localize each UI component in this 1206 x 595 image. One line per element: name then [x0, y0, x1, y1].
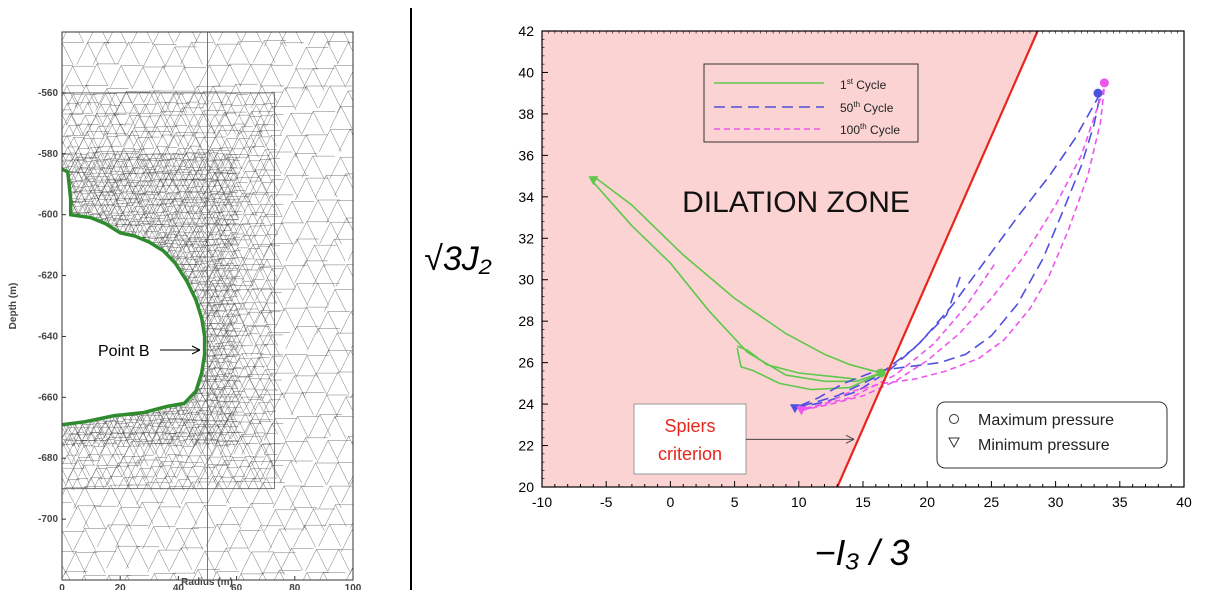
xtick-label-2: 0	[667, 494, 675, 510]
refinement-zone	[62, 92, 275, 490]
legend-entry-cycle50: 50th Cycle	[840, 100, 894, 115]
spiers-label-line1: Spiers	[664, 416, 715, 436]
mesh-xtick-label-2: 40	[173, 583, 185, 590]
xtick-label-9: 35	[1112, 494, 1128, 510]
mesh-xtick-label-1: 20	[115, 583, 127, 590]
mesh-xtick-label-5: 100	[345, 583, 362, 590]
mesh-ytick-label-7: -700	[38, 514, 58, 525]
spiers-criterion-line	[836, 31, 1039, 487]
mesh-xtick-label-3: 60	[231, 583, 243, 590]
chart-axis-ticks: -10 -5 0 5 10 15 20 25 30 35 40 20 22 24 26 28 30 32 34 36 3…	[518, 23, 1192, 510]
xtick-label-5: 15	[855, 494, 871, 510]
marker-legend: Maximum pressure Minimum pressure	[936, 401, 1168, 469]
spiers-label-line2: criterion	[658, 444, 722, 464]
ytick-label-1: 22	[518, 438, 534, 454]
series-cycle50-loop	[794, 92, 1102, 409]
min-marker-cycle100	[796, 406, 807, 416]
series-cycle100-loop	[801, 86, 1106, 412]
series-cycle100-inner	[805, 262, 996, 409]
ytick-label-9: 38	[518, 106, 534, 122]
max-marker-cycle100	[1099, 78, 1109, 88]
mesh-ytick-label-2: -600	[38, 210, 58, 221]
ytick-label-3: 26	[518, 355, 534, 371]
chart-ylabel: √3J₂	[424, 240, 492, 278]
xtick-label-4: 10	[791, 494, 807, 510]
series-layer	[592, 86, 1106, 412]
xtick-label-3: 5	[731, 494, 739, 510]
point-b-label: Point B	[98, 343, 150, 360]
point-b-label-bg	[92, 338, 158, 362]
mesh-ytick-label-3: -620	[38, 271, 58, 282]
point-b-arrowhead	[191, 345, 201, 355]
ytick-label-11: 42	[518, 23, 534, 39]
legend-max-marker	[949, 414, 959, 424]
legend-min-marker	[948, 437, 960, 449]
max-marker-cycle50	[1093, 88, 1103, 98]
mesh-ytick-label-6: -680	[38, 453, 58, 464]
mesh-ylabel: Depth (m)	[8, 283, 19, 330]
xtick-label-10: 40	[1176, 494, 1192, 510]
legend-max-label: Maximum pressure	[978, 412, 1114, 429]
max-marker-cycle1	[876, 368, 886, 378]
mesh-xtick-label-4: 80	[289, 583, 301, 590]
spiers-arrowhead	[845, 434, 855, 444]
xtick-label-7: 25	[984, 494, 1000, 510]
dilation-zone-label: DILATION ZONE	[682, 186, 910, 219]
invariant-chart: DILATION ZONE -10 -5 0 5 10 15 20 25 30 35 40 20 22 2…	[424, 23, 1192, 573]
ytick-label-10: 40	[518, 64, 534, 80]
panel-divider	[410, 8, 412, 590]
legend-entry-cycle100: 100th Cycle	[840, 122, 900, 137]
marker-legend-box	[936, 401, 1168, 469]
ytick-label-7: 34	[518, 189, 534, 205]
xtick-label-0: -10	[532, 494, 552, 510]
legend-min-label: Minimum pressure	[978, 437, 1110, 454]
mesh-plot: 0 20 40 60 80 100 -560 -580 -600 -620 -640 -660 -680…	[8, 31, 362, 594]
xtick-label-1: -5	[600, 494, 613, 510]
series-markers	[588, 78, 1109, 416]
series-cycle1-loop3	[736, 347, 882, 391]
chart-panel: DILATION ZONE -10 -5 0 5 10 15 20 25 30 35 40 20 22 2…	[412, 0, 1206, 590]
mesh-ytick-label-0: -560	[38, 88, 58, 99]
ytick-label-8: 36	[518, 147, 534, 163]
mesh-xlabel: Radius (m)	[181, 577, 233, 588]
spiers-label-box	[633, 403, 747, 475]
ytick-label-0: 20	[518, 479, 534, 495]
mesh-frame	[61, 31, 354, 581]
series-legend: 1st Cycle 50th Cycle 100th Cycle	[703, 63, 919, 143]
legend-entry-cycle1: 1st Cycle	[840, 77, 887, 92]
ytick-label-4: 28	[518, 313, 534, 329]
min-marker-cycle1	[588, 176, 599, 186]
spiers-criterion-annotation: Spiers criterion	[633, 403, 855, 475]
mesh-panel: 0 20 40 60 80 100 -560 -580 -600 -620 -640 -660 -680…	[0, 0, 410, 594]
mesh-ytick-label-1: -580	[38, 149, 58, 160]
xtick-label-8: 30	[1048, 494, 1064, 510]
series-cycle1-loop2	[736, 345, 857, 380]
mesh-ytick-label-5: -660	[38, 392, 58, 403]
dilation-zone-area	[542, 31, 1038, 487]
mesh-ytick-label-4: -640	[38, 331, 58, 342]
cavern-boundary	[61, 167, 207, 427]
ytick-label-6: 32	[518, 230, 534, 246]
mesh-axis-ticks: 0 20 40 60 80 100 -560 -580 -600 -620 -640 -660 -680…	[38, 88, 362, 594]
series-cycle1-loop	[592, 175, 884, 383]
series-cycle50-inner	[801, 275, 962, 407]
chart-xlabel: −I₃ / 3	[814, 532, 909, 573]
ytick-label-5: 30	[518, 272, 534, 288]
xtick-label-6: 20	[919, 494, 935, 510]
ytick-label-2: 24	[518, 396, 534, 412]
mesh-xtick-label-0: 0	[59, 583, 65, 590]
